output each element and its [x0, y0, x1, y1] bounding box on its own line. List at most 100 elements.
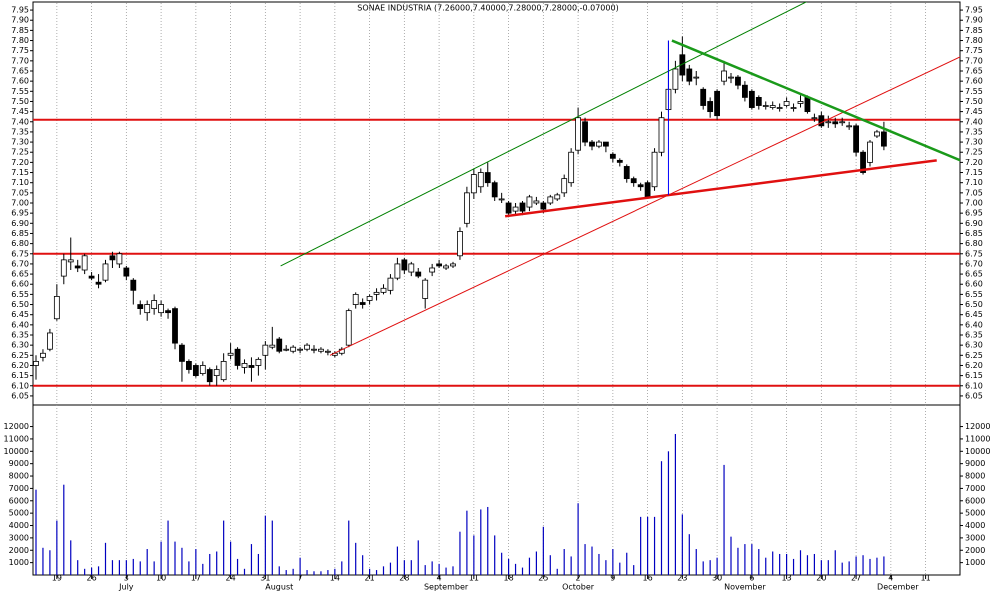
candle-body	[561, 178, 568, 194]
candle-body	[742, 84, 748, 98]
y-tick-label: 7.05	[11, 188, 29, 197]
candle-body	[658, 117, 665, 153]
candle-body	[630, 178, 637, 184]
y-tick-label: 7.10	[11, 178, 29, 187]
y-tick-label: 6.35	[11, 331, 29, 340]
candle-body	[776, 107, 783, 109]
candle-body	[644, 182, 651, 198]
candle-body	[881, 131, 887, 147]
x-tick-label: 17	[191, 574, 201, 583]
candle-body	[839, 121, 846, 124]
y-tick-label-right: 6.85	[965, 229, 983, 238]
candle-body	[450, 263, 456, 267]
y-tick-label-right: 6.20	[965, 361, 983, 370]
y-tick-label-right: 6.50	[965, 300, 983, 309]
candle-body	[818, 115, 825, 127]
candle-body	[359, 302, 366, 305]
y-tick-label: 6.75	[11, 249, 29, 258]
candle-body	[116, 253, 123, 265]
y-tick-label-right: 7.30	[965, 138, 983, 147]
candle-body	[589, 141, 595, 147]
y-tick-label: 7.70	[11, 56, 29, 65]
volume-tick-label: 3000	[9, 533, 29, 542]
candle-body	[352, 293, 359, 305]
x-tick-label: 7	[298, 574, 303, 583]
y-tick-label: 6.45	[11, 310, 29, 319]
volume-tick-label-right: 4000	[965, 521, 985, 530]
x-tick-label: 4	[437, 574, 442, 583]
x-tick-label: 11	[921, 574, 931, 583]
candle-body	[227, 352, 234, 356]
candle-body	[735, 76, 741, 86]
candle-body	[269, 344, 276, 348]
candle-body	[81, 255, 88, 271]
y-tick-label-right: 7.00	[965, 199, 983, 208]
candle-body	[575, 117, 581, 151]
candle-body	[123, 267, 130, 277]
candle-body	[477, 172, 484, 188]
y-tick-label: 6.40	[11, 320, 29, 329]
candle-body	[137, 304, 144, 309]
volume-tick-label: 5000	[9, 509, 29, 518]
x-tick-label: 10	[156, 574, 166, 583]
candle-body	[102, 263, 109, 281]
candle-body	[783, 101, 790, 106]
candle-body	[616, 159, 623, 163]
volume-tick-label: 10000	[4, 447, 29, 456]
y-tick-label: 7.40	[11, 117, 29, 126]
candle-body	[255, 358, 262, 366]
volume-tick-label: 6000	[9, 496, 29, 505]
candle-body	[637, 184, 644, 188]
candle-body	[172, 308, 178, 344]
candle-body	[860, 151, 866, 173]
candle-body	[568, 151, 575, 184]
candle-body	[311, 348, 317, 351]
y-tick-label-right: 6.10	[965, 381, 983, 390]
candle-body	[533, 200, 540, 204]
candle-body	[185, 360, 192, 370]
y-tick-label-right: 6.05	[965, 391, 983, 400]
candle-body	[415, 271, 422, 277]
volume-tick-label-right: 11000	[965, 434, 990, 443]
candle-body	[60, 259, 67, 277]
x-tick-label: 18	[504, 574, 514, 583]
candle-body	[672, 68, 679, 90]
candle-body	[797, 101, 804, 104]
y-tick-label: 7.75	[11, 46, 29, 55]
y-tick-label-right: 7.45	[965, 107, 983, 116]
candle-body	[603, 141, 609, 147]
volume-tick-label: 7000	[9, 484, 29, 493]
candle-body	[519, 202, 526, 212]
candle-body	[234, 348, 241, 366]
candle-body	[220, 360, 227, 381]
candle-body	[443, 265, 449, 269]
y-tick-label: 6.50	[11, 300, 29, 309]
x-tick-label: 27	[851, 574, 861, 583]
candle-body	[728, 76, 734, 79]
trend-line	[504, 159, 937, 218]
candle-body	[151, 300, 158, 310]
x-tick-label: 9	[610, 574, 615, 583]
y-tick-label-right: 7.80	[965, 36, 983, 45]
y-tick-label-right: 7.95	[965, 6, 983, 15]
candle-body	[380, 287, 387, 293]
candle-body	[179, 344, 185, 362]
volume-tick-label-right: 1000	[965, 558, 985, 567]
candle-body	[463, 192, 470, 224]
candle-body	[436, 263, 443, 267]
y-tick-label-right: 7.20	[965, 158, 983, 167]
y-tick-label: 7.90	[11, 16, 29, 25]
x-tick-label: 3	[124, 574, 129, 583]
y-tick-label-right: 6.75	[965, 249, 983, 258]
y-tick-label: 6.60	[11, 280, 29, 289]
candle-body	[47, 332, 53, 350]
candle-body	[596, 141, 602, 147]
y-tick-label-right: 7.90	[965, 16, 983, 25]
x-tick-label: 6	[749, 574, 754, 583]
candle-body	[651, 151, 658, 188]
y-tick-label: 7.50	[11, 97, 29, 106]
trend-line	[671, 39, 960, 162]
x-tick-label: 2	[576, 574, 581, 583]
y-tick-label-right: 7.15	[965, 168, 983, 177]
candle-body	[623, 166, 630, 180]
